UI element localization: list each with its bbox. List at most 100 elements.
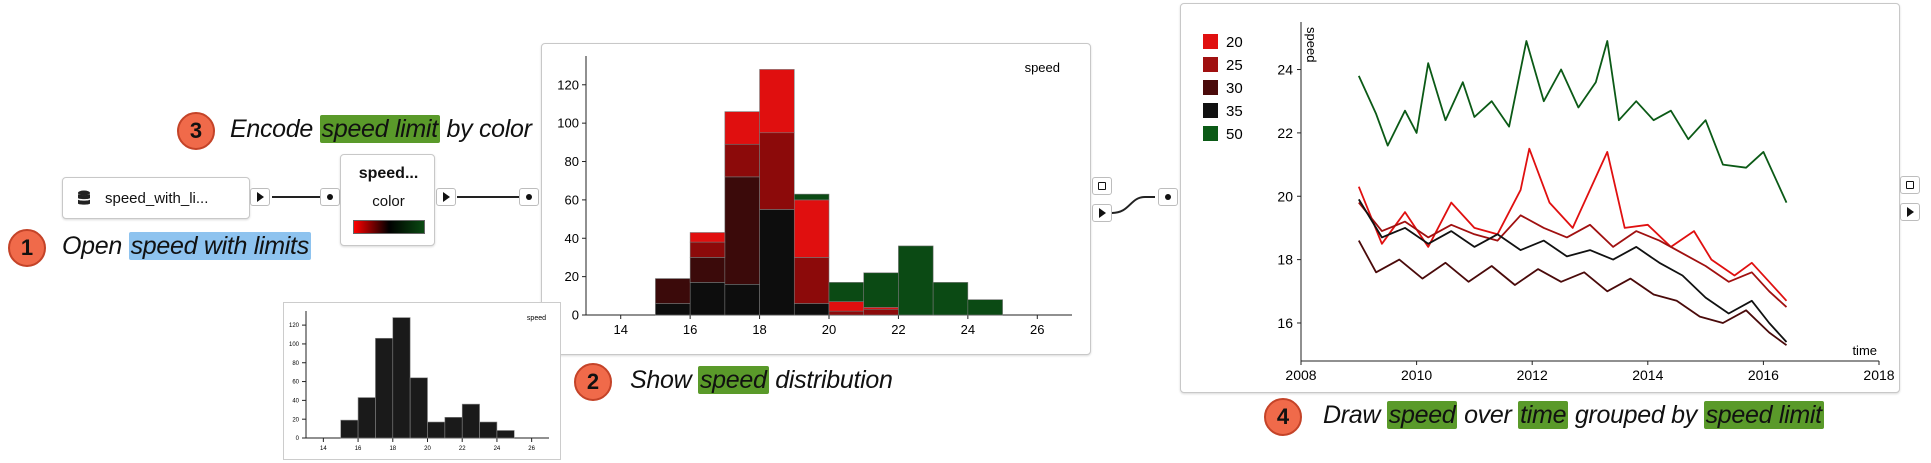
- series-line-35: [1358, 198, 1788, 343]
- step-1-badge: 1: [8, 229, 46, 267]
- histogram-view-port[interactable]: [1092, 177, 1112, 195]
- legend-swatch: [1203, 34, 1218, 49]
- y-tick-label: 60: [565, 192, 579, 207]
- step-4-highlight-speed: speed: [1386, 401, 1458, 429]
- x-tick-label: 20: [822, 322, 836, 337]
- x-tick-label: 24: [961, 322, 975, 337]
- histogram-bar: [689, 282, 726, 316]
- series-line-30: [1358, 240, 1788, 346]
- histogram-bar: [409, 377, 428, 439]
- legend-label: 35: [1226, 103, 1243, 120]
- step-1-prefix: Open: [62, 232, 129, 260]
- histogram-bar: [392, 317, 411, 439]
- thumbnail-histogram-chart: 0 20 40 60 80 100 120 14 16 18 20 22 24 26 speed: [289, 311, 549, 452]
- data-source-label: speed_with_li...: [105, 190, 209, 207]
- database-icon: [77, 190, 91, 213]
- step-3-caption: Encode speed limit by color: [230, 115, 532, 144]
- histogram-bar: [375, 337, 394, 439]
- y-tick-label: 120: [289, 323, 300, 329]
- x-tick-label: 26: [1030, 322, 1044, 337]
- step-2-caption: Show speed distribution: [630, 366, 893, 395]
- speed-over-time-chart: 16 18 20 22 24 2008 2010 2012 2014 2016 2018 time sp…: [1203, 22, 1895, 383]
- y-tick-label: 0: [296, 436, 300, 442]
- y-axis-label: speed: [1304, 27, 1319, 62]
- histogram-bar: [863, 272, 899, 308]
- histogram-output-port[interactable]: [1092, 204, 1112, 222]
- linechart-output-port[interactable]: [1900, 203, 1920, 221]
- encoder-title: speed...: [358, 165, 419, 182]
- y-tick-label: 80: [292, 361, 299, 367]
- data-source-node[interactable]: speed_with_li...: [62, 177, 250, 219]
- x-tick-label: 22: [891, 322, 905, 337]
- thumbnail-histogram-panel: 0 20 40 60 80 100 120 14 16 18 20 22 24 26 speed: [283, 302, 561, 460]
- step-1-highlight: speed with limits: [128, 232, 311, 260]
- y-tick-label: 40: [565, 231, 579, 246]
- histogram-bar: [340, 419, 359, 439]
- linechart-view-port[interactable]: [1900, 176, 1920, 194]
- series-line-50: [1357, 40, 1788, 203]
- step-3-suffix: by color: [439, 115, 532, 143]
- y-tick-label: 120: [557, 77, 579, 92]
- histogram-bar: [759, 209, 795, 316]
- legend-swatch: [1203, 103, 1218, 118]
- x-tick-label: 18: [752, 322, 766, 337]
- data-source-output-port[interactable]: [250, 188, 270, 206]
- connector-histogram-to-linechart: [1111, 196, 1155, 214]
- histogram-input-port[interactable]: [519, 188, 539, 206]
- histogram-bar: [724, 284, 760, 316]
- y-tick-label: 80: [565, 154, 579, 169]
- legend-label: 20: [1226, 34, 1243, 51]
- x-tick-label: 2018: [1863, 367, 1894, 383]
- step-4-badge: 4: [1264, 398, 1302, 436]
- histogram-bar: [655, 303, 691, 316]
- histogram-bar: [479, 421, 498, 439]
- x-tick-label: 14: [613, 322, 627, 337]
- histogram-bar: [759, 69, 795, 134]
- legend-label: 30: [1226, 80, 1243, 97]
- x-tick-label: 20: [424, 446, 431, 452]
- histogram-bar: [724, 176, 760, 285]
- y-tick-label: 60: [292, 380, 299, 386]
- histogram-bar: [655, 278, 691, 304]
- histogram-node[interactable]: 0 20 40 60 80 100 120 14 16 18 20 22 24 26 speed: [541, 43, 1091, 355]
- histogram-bar: [793, 199, 830, 258]
- histogram-bar: [427, 421, 446, 439]
- histogram-bar: [932, 282, 969, 316]
- step-4-mid2: grouped by: [1568, 401, 1704, 429]
- histogram-bar: [724, 111, 760, 145]
- x-tick-label: 2010: [1401, 367, 1432, 383]
- linechart-node[interactable]: 16 18 20 22 24 2008 2010 2012 2014 2016 2018 time sp…: [1180, 3, 1900, 393]
- y-tick-label: 20: [565, 269, 579, 284]
- x-tick-label: 14: [320, 446, 327, 452]
- step-2-prefix: Show: [630, 366, 698, 394]
- y-tick-label: 22: [1277, 125, 1293, 141]
- step-4-highlight-time: time: [1518, 401, 1569, 429]
- y-tick-label: 16: [1277, 315, 1293, 331]
- step-4-highlight-speed-limit: speed limit: [1703, 401, 1824, 429]
- histogram-bar: [444, 417, 463, 439]
- histogram-bar: [793, 303, 830, 316]
- step-4-caption: Draw speed over time grouped by speed li…: [1323, 401, 1824, 430]
- color-encoder-node[interactable]: speed... color: [340, 154, 435, 246]
- x-tick-label: 2008: [1285, 367, 1316, 383]
- histogram-bar: [828, 282, 865, 302]
- linechart-input-port[interactable]: [1158, 188, 1178, 206]
- histogram-bar: [461, 403, 480, 439]
- color-gradient-legend: [353, 220, 425, 234]
- legend-label: 25: [1226, 57, 1243, 74]
- x-tick-label: 18: [389, 446, 396, 452]
- y-tick-label: 100: [289, 342, 300, 348]
- series-line-20: [1357, 147, 1788, 302]
- legend-label: 50: [1226, 126, 1243, 143]
- legend-swatch: [1203, 80, 1218, 95]
- step-3-prefix: Encode: [230, 115, 320, 143]
- step-2-highlight: speed: [697, 366, 769, 394]
- stacked-histogram-chart: 0 20 40 60 80 100 120 14 16 18 20 22 24 26 speed: [557, 56, 1072, 337]
- x-tick-label: 2014: [1632, 367, 1663, 383]
- x-axis-label: time: [1852, 343, 1877, 358]
- x-tick-label: 2012: [1517, 367, 1548, 383]
- encoder-output-port[interactable]: [436, 188, 456, 206]
- y-tick-label: 100: [557, 116, 579, 131]
- encoder-input-port[interactable]: [320, 188, 340, 206]
